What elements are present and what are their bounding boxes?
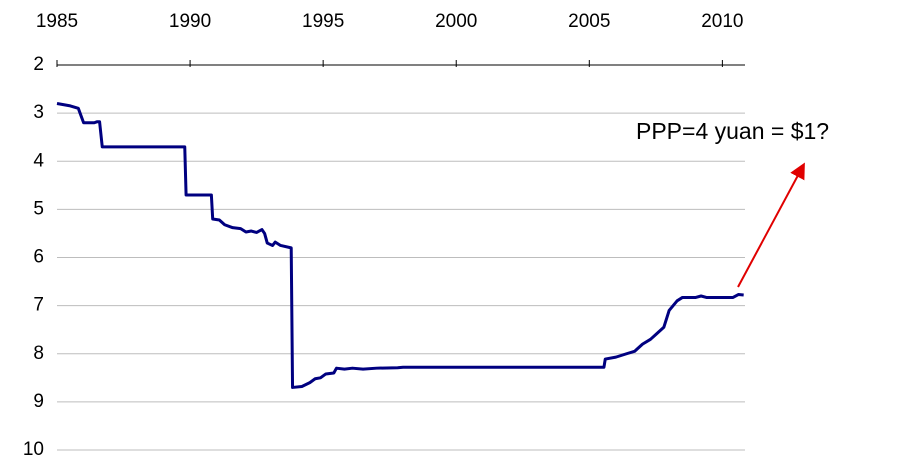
y-tick-label: 8	[33, 343, 44, 364]
y-tick-label: 10	[23, 439, 44, 459]
annotation-arrow	[737, 162, 805, 288]
y-tick-label: 5	[33, 198, 44, 219]
x-tick-label: 1990	[169, 11, 211, 32]
y-tick-label: 3	[33, 102, 44, 123]
y-tick-label: 9	[33, 391, 44, 412]
x-tick-label: 1995	[302, 11, 344, 32]
y-tick-label: 6	[33, 247, 44, 268]
annotation: PPP=4 yuan = $1?	[636, 118, 829, 144]
x-tick-label: 2010	[701, 11, 743, 32]
x-tick-label: 2005	[568, 11, 610, 32]
y-tick-label: 7	[33, 295, 44, 316]
y-tick-label: 4	[33, 150, 44, 171]
x-tick-label: 1985	[36, 11, 78, 32]
data-line	[56, 102, 744, 389]
y-tick-label: 2	[33, 54, 44, 75]
x-tick-label: 2000	[435, 11, 477, 32]
